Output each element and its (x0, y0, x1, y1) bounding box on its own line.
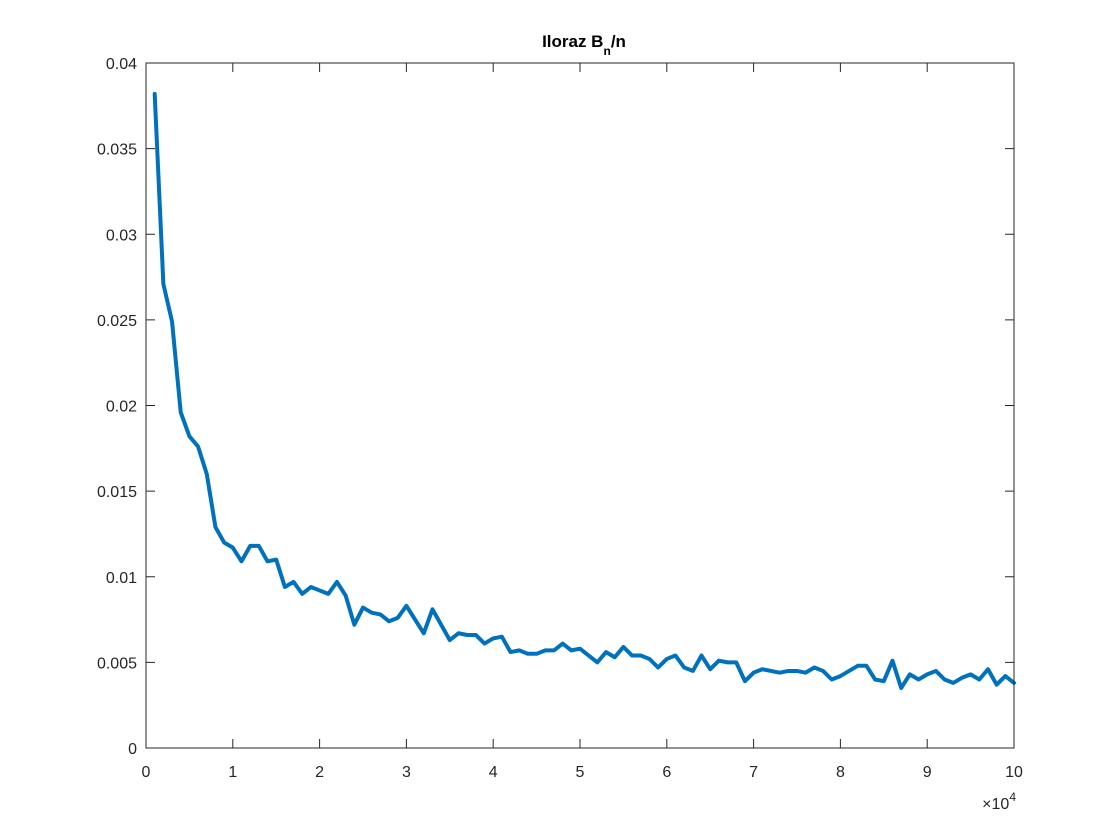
y-tick-label: 0.04 (106, 56, 137, 73)
x-tick-label: 9 (923, 764, 932, 781)
axes-box (145, 62, 1015, 749)
x-tick-label: 4 (489, 764, 498, 781)
x-tick-label: 0 (142, 764, 151, 781)
x-tick-label: 3 (402, 764, 411, 781)
y-tick-label: 0.02 (106, 399, 137, 416)
y-tick-label: 0.035 (97, 142, 137, 159)
x-tick-label: 8 (836, 764, 845, 781)
chart-title: Iloraz Bn/n (542, 32, 626, 58)
y-tick-label: 0.015 (97, 484, 137, 501)
series-line (152, 91, 1016, 691)
y-tick-label: 0.03 (106, 227, 137, 244)
x-tick-label: 10 (1005, 764, 1023, 781)
x-tick-label: 2 (315, 764, 324, 781)
y-tick-label: 0.005 (97, 655, 137, 672)
y-axis-ticks: 0 0.005 0.01 0.015 0.02 0.025 0.03 0.035 0.04 (97, 56, 1014, 758)
x-exponent-power: 4 (1009, 790, 1016, 804)
x-axis-ticks: 0 1 2 3 4 5 6 7 8 9 10 (142, 63, 1023, 781)
x-tick-label: 5 (576, 764, 585, 781)
y-tick-label: 0 (128, 741, 137, 758)
x-exponent-base: ×10 (982, 796, 1009, 813)
series-layer (152, 91, 1016, 691)
x-tick-label: 6 (662, 764, 671, 781)
x-axis-exponent: ×104 (982, 790, 1016, 813)
title-prefix: Iloraz B (542, 32, 603, 51)
x-tick-label: 1 (228, 764, 237, 781)
y-tick-label: 0.025 (97, 313, 137, 330)
x-tick-label: 7 (749, 764, 758, 781)
y-tick-label: 0.01 (106, 570, 137, 587)
title-suffix: /n (611, 32, 626, 51)
plot-area (146, 63, 1014, 748)
title-subscript: n (603, 44, 610, 58)
